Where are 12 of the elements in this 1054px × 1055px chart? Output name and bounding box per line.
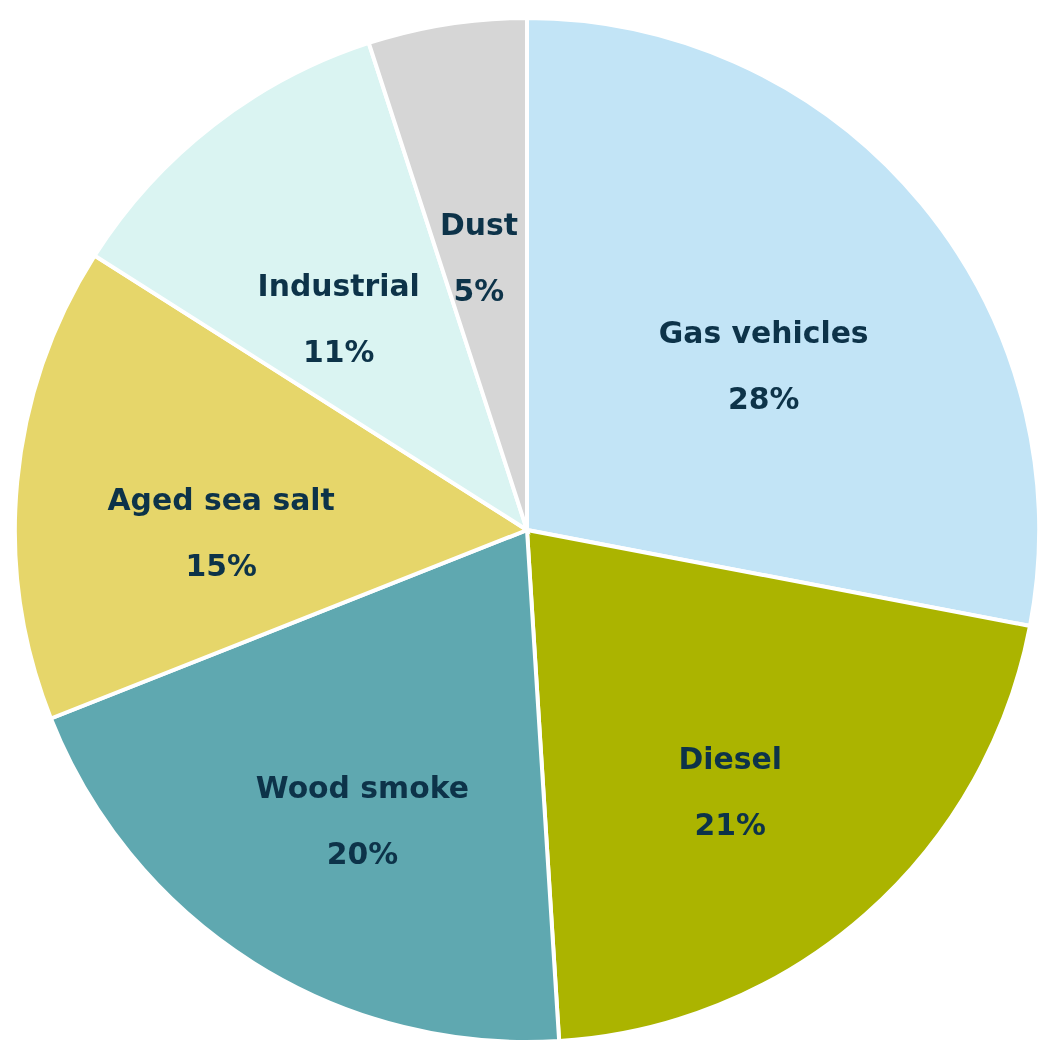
- data-label: 20%: [326, 836, 399, 871]
- data-label: 11%: [302, 333, 375, 369]
- data-label: 15%: [185, 547, 257, 583]
- slice-label: Gas vehicles: [658, 315, 869, 351]
- slice-label: Wood smoke: [255, 770, 469, 806]
- data-label: 5%: [453, 273, 505, 309]
- slice-label: Industrial: [257, 268, 420, 304]
- data-label: 21%: [694, 807, 766, 843]
- slice-label: Aged sea salt: [107, 482, 335, 518]
- data-label: 28%: [728, 380, 800, 416]
- slice-label: Dust: [439, 207, 518, 243]
- slice-label: Diesel: [678, 741, 782, 777]
